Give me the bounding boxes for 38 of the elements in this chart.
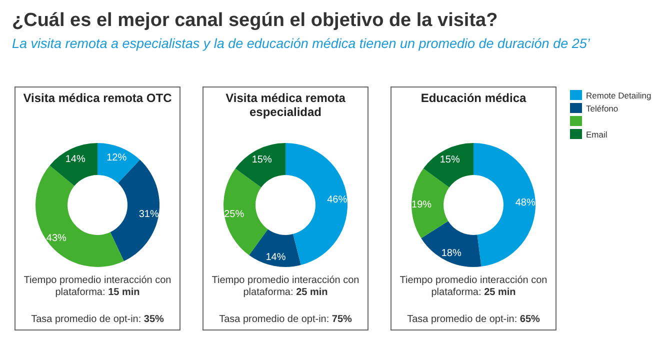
- donut-slice: [98, 143, 140, 184]
- data-label: 48%: [515, 198, 536, 209]
- donut-slice: [423, 143, 474, 188]
- text: Tasa promedio de opt-in: 75%: [219, 314, 352, 325]
- data-label: 46%: [327, 194, 348, 206]
- donut-slice: [421, 221, 482, 267]
- donut-slice: [474, 143, 536, 267]
- text: Tasa promedio de opt-in: 35%: [31, 314, 164, 325]
- legend-label: Teléfono: [586, 104, 618, 114]
- chart-title: Visita médica remota especialidad: [226, 91, 346, 119]
- donut-slice: [224, 168, 268, 256]
- donut-slice: [110, 160, 160, 262]
- text: ¿Cuál es el mejor canal según el objetivo de la visita?: [12, 10, 498, 31]
- donut-slice: [50, 143, 98, 186]
- legend-label: Email: [586, 130, 608, 140]
- donut-slice: [249, 229, 301, 267]
- chart-title: Educación médica: [420, 91, 527, 105]
- data-label: 14%: [65, 154, 86, 165]
- text: Tasa promedio de opt-in: 65%: [407, 314, 540, 325]
- data-label: 15%: [252, 154, 272, 166]
- text: Tiempo promedio interacción con plataforma: 25 min: [212, 275, 360, 298]
- text: Tiempo promedio interacción con plataforma: 25 min: [400, 275, 548, 298]
- data-label: 25%: [224, 209, 244, 220]
- donut-slice: [286, 143, 348, 266]
- chart-title: Visita médica remota OTC: [23, 91, 172, 105]
- text: Tiempo promedio interacción con plataforma: 15 min: [24, 275, 172, 298]
- data-label: 19%: [412, 199, 432, 210]
- data-label: 12%: [106, 152, 127, 164]
- donut-slice: [235, 143, 286, 188]
- data-label: 31%: [138, 209, 159, 220]
- data-label: 43%: [46, 232, 67, 244]
- text: La visita remota a especialistas y la de educación médica tienen un promedio de duración de 25’: [12, 36, 591, 51]
- data-label: 18%: [441, 248, 462, 260]
- data-label: 15%: [440, 154, 460, 166]
- donut-slice: [412, 168, 450, 238]
- donut-slice: [36, 165, 124, 267]
- data-label: 14%: [266, 252, 286, 264]
- legend-label: Remote Detailing: [586, 90, 652, 100]
